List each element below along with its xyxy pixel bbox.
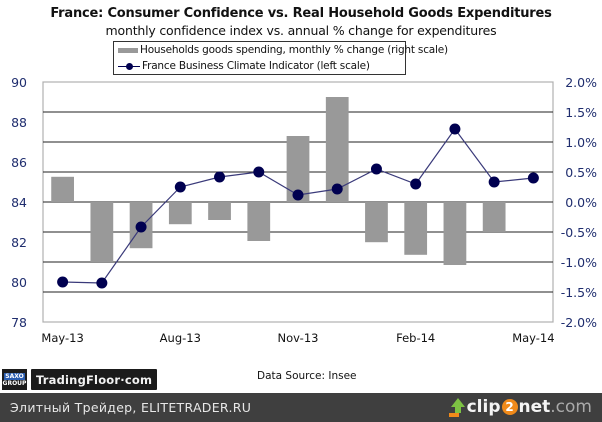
- right-tick-label: 0.5%: [565, 165, 597, 180]
- saxo-group-logo: SAXO GROUP: [2, 369, 27, 390]
- upload-base-icon: [448, 413, 459, 417]
- bar-Apr-14: [482, 202, 506, 232]
- legend-entry-climate: France Business Climate Indicator (left …: [118, 58, 370, 74]
- left-tick-label: 88: [11, 115, 27, 130]
- point-Jul-13: [135, 221, 147, 233]
- right-tick-label: -1.0%: [561, 255, 597, 270]
- point-Nov-13: [292, 189, 304, 201]
- point-Sep-13: [214, 171, 226, 183]
- chart-title: France: Consumer Confidence vs. Real Hou…: [50, 6, 552, 21]
- chart-plot: 90 88 86 84 82 80 78 2.0% 1.5% 1.0% 0.5% 0.0% -0.5% -…: [11, 75, 597, 345]
- tradingfloor-text: TradingFloor·com: [31, 369, 158, 390]
- right-tick-label: 1.0%: [565, 135, 597, 150]
- right-tick-label: -1.5%: [561, 285, 597, 300]
- point-Jan-14: [370, 163, 382, 175]
- clip-text: clip: [466, 397, 501, 417]
- left-tick-label: 82: [11, 235, 27, 250]
- legend-label-spending: Households goods spending, monthly % cha…: [140, 44, 448, 56]
- bar-Jun-13: [90, 202, 114, 262]
- right-tick-label: 2.0%: [565, 75, 597, 90]
- point-Mar-14: [449, 123, 461, 135]
- x-tick-label: May-13: [41, 331, 83, 345]
- left-tick-label: 84: [11, 195, 27, 210]
- saxo-text: SAXO: [4, 372, 25, 380]
- x-tick-label: Feb-14: [396, 331, 435, 345]
- left-tick-label: 80: [11, 275, 27, 290]
- bar-Mar-14: [443, 202, 467, 265]
- bar-Jan-14: [365, 202, 388, 243]
- footer-text: Элитный Трейдер, ELITETRADER.RU: [10, 400, 252, 415]
- left-tick-label: 90: [11, 75, 27, 90]
- bar-May-13: [51, 176, 74, 202]
- x-tick-label: Aug-13: [160, 331, 201, 345]
- point-Feb-14: [410, 178, 422, 190]
- clip2net-logo: clip 2 net .com: [448, 396, 592, 418]
- chart-subtitle: monthly confidence index vs. annual % ch…: [105, 23, 497, 38]
- clip-net-text: net: [518, 397, 551, 417]
- bar-Aug-13: [168, 202, 192, 225]
- group-text: GROUP: [2, 379, 27, 387]
- bar-Oct-13: [247, 202, 271, 241]
- left-tick-label: 86: [11, 155, 27, 170]
- right-tick-label: 0.0%: [565, 195, 597, 210]
- bar-Feb-14: [404, 202, 428, 255]
- point-Oct-13: [253, 166, 265, 178]
- legend-entry-spending: Households goods spending, monthly % cha…: [118, 42, 448, 58]
- tradingfloor-logo: SAXO GROUP TradingFloor·com: [2, 369, 158, 390]
- point-Aug-13: [174, 181, 186, 193]
- right-tick-label: -0.5%: [561, 225, 597, 240]
- legend-line-swatch: [118, 61, 140, 71]
- point-Apr-14: [488, 176, 500, 188]
- clip-two-badge: 2: [501, 399, 518, 415]
- clip-com-text: .com: [550, 397, 592, 417]
- x-tick-label: Nov-13: [278, 331, 319, 345]
- bar-Nov-13: [286, 136, 310, 202]
- left-tick-label: 78: [11, 315, 27, 330]
- bar-Sep-13: [208, 202, 231, 220]
- legend-label-climate: France Business Climate Indicator (left …: [142, 60, 370, 72]
- chart-legend: Households goods spending, monthly % cha…: [113, 41, 448, 75]
- point-Jun-13: [96, 277, 108, 289]
- point-May-14: [527, 172, 539, 184]
- right-tick-label: -2.0%: [561, 315, 597, 330]
- point-May-13: [57, 276, 69, 288]
- right-tick-label: 1.5%: [565, 105, 597, 120]
- bar-Dec-13: [325, 97, 349, 202]
- footer-bar: Элитный Трейдер, ELITETRADER.RU clip 2 n…: [0, 393, 602, 422]
- point-Dec-13: [331, 183, 343, 195]
- data-source: Data Source: Insee: [257, 370, 357, 382]
- x-tick-label: May-14: [512, 331, 554, 345]
- legend-bar-swatch: [118, 47, 138, 53]
- upload-arrow-icon: [450, 398, 465, 413]
